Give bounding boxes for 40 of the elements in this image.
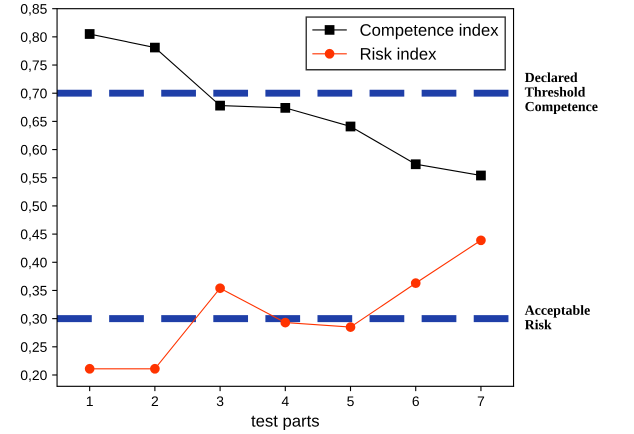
y-tick-label: 0,20	[20, 370, 47, 382]
y-tick-label: 0,50	[20, 201, 47, 213]
y-tick-label: 0,85	[20, 4, 47, 16]
point	[346, 322, 356, 332]
y-tick-label: 0,70	[20, 88, 47, 100]
y-tick-label: 0,25	[20, 342, 47, 354]
y-tick-label: 0,35	[20, 286, 47, 298]
legend-label: Risk index	[360, 48, 436, 60]
x-tick-label: 2	[152, 396, 158, 406]
point	[410, 159, 421, 170]
point	[150, 364, 160, 374]
y-tick-label: 0,30	[20, 314, 47, 326]
x-tick-label: 4	[282, 396, 289, 406]
point	[346, 122, 356, 132]
y-tick-label: 0,80	[20, 32, 47, 44]
x-tick-label: 5	[347, 396, 354, 406]
x-tick-label: 3	[216, 396, 224, 406]
point	[84, 29, 95, 39]
x-tick-label: 1	[86, 396, 93, 406]
point	[476, 170, 486, 180]
point	[280, 103, 290, 113]
y-tick-label: 0,55	[20, 173, 47, 185]
y-tick-label: 0,40	[20, 258, 47, 270]
y-tick-label: 0,75	[20, 60, 47, 72]
ref-line-label: Declared Threshold Competence	[524, 72, 598, 114]
point	[150, 42, 160, 52]
point	[215, 283, 225, 294]
x-tick-label: 7	[478, 396, 484, 406]
x-axis-title: test parts	[251, 416, 319, 430]
x-tick-label: 6	[412, 396, 419, 406]
legend-label: Competence index	[360, 24, 498, 40]
point	[280, 318, 290, 328]
point	[215, 100, 225, 110]
y-tick-label: 0,65	[20, 116, 47, 128]
ref-line-label: Acceptable Risk	[524, 305, 590, 330]
y-tick-label: 0,60	[20, 144, 47, 156]
point	[410, 278, 421, 288]
y-tick-label: 0,45	[20, 229, 47, 241]
point	[84, 364, 95, 374]
point	[476, 235, 486, 246]
